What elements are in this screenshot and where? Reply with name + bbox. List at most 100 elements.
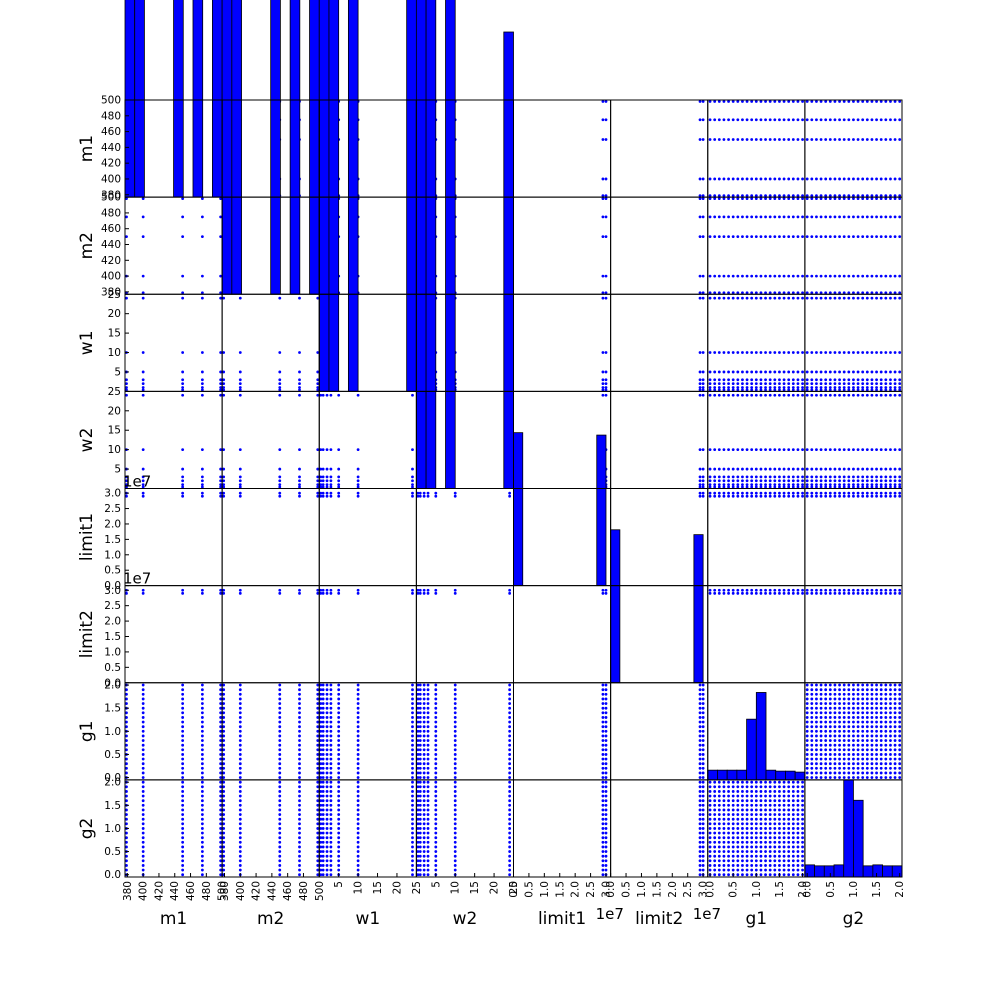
point-g2-vs-w1-3-0 [329, 873, 333, 877]
point-g2-vs-g1-5-18 [731, 790, 735, 793]
point-w1-vs-g2-3-4 [819, 370, 823, 374]
point-g1-vs-g2-9-0 [847, 776, 851, 779]
point-g1-vs-w1-2-6 [325, 748, 329, 752]
point-g1-vs-m2-3-13 [298, 716, 301, 719]
point-g2-vs-g1-20-10 [801, 827, 804, 830]
xtick-label-limit2-0: 0.0 [605, 881, 617, 898]
point-limit2-vs-g2-10-1 [852, 588, 855, 592]
ytick-label-g1-2: 1.0 [104, 726, 121, 738]
point-g1-vs-g2-2-7 [815, 743, 818, 747]
point-g1-vs-w2-2-1 [422, 771, 426, 775]
point-m2-vs-g2-8-2 [842, 235, 846, 239]
point-g1-vs-g2-12-10 [861, 729, 865, 733]
point-g2-vs-limit2-0-18 [698, 790, 702, 793]
point-w1-vs-g1-3-6 [722, 296, 726, 300]
point-g1-vs-g2-10-11 [852, 725, 855, 729]
point-g1-vs-g2-13-15 [865, 706, 869, 710]
point-m2-vs-g2-20-1 [898, 274, 902, 278]
xtick-label-limit1-3: 1.5 [554, 881, 566, 898]
point-g2-vs-g1-17-5 [787, 850, 791, 853]
point-g1-vs-limit2-0-7 [698, 743, 702, 747]
point-g1-vs-g2-17-16 [884, 702, 888, 705]
point-g1-vs-g2-1-2 [810, 766, 814, 770]
point-w1-vs-m2-3-2 [298, 382, 301, 386]
point-m1-vs-g2-0-2 [805, 138, 809, 141]
xtick-label-limit2-2: 1.0 [636, 881, 648, 898]
point-w2-vs-g2-12-6 [861, 393, 865, 397]
point-g2-vs-w2-5-17 [453, 794, 457, 798]
point-g2-vs-g1-5-20 [731, 780, 735, 784]
point-g2-vs-g1-6-13 [736, 813, 740, 816]
point-g1-vs-w1-4-1 [337, 771, 341, 775]
point-g1-vs-limit2-1-4 [701, 757, 705, 761]
panel-g2-vs-m2 [222, 779, 320, 877]
point-g1-vs-g2-2-17 [815, 697, 818, 701]
point-g1-vs-w2-1-20 [418, 683, 422, 687]
point-w2-vs-w1-1-4 [321, 467, 325, 471]
point-m2-vs-g1-4-0 [727, 291, 730, 295]
point-g2-vs-m1-0-1 [125, 868, 128, 872]
point-w2-vs-g2-15-4 [875, 467, 878, 471]
point-g1-vs-limit2-0-10 [698, 729, 702, 733]
point-m2-vs-g1-20-1 [801, 274, 804, 278]
point-g2-vs-m1-4-16 [219, 799, 223, 803]
point-m2-vs-m1-3-0 [200, 291, 204, 295]
point-g2-vs-w1-0-0 [319, 873, 323, 877]
point-g2-vs-w2-1-15 [418, 803, 422, 807]
point-g2-vs-g1-11-2 [759, 864, 763, 867]
point-g1-vs-g2-12-9 [861, 734, 865, 738]
point-g2-vs-g1-10-20 [754, 780, 758, 784]
point-g1-vs-g2-17-7 [884, 743, 888, 747]
point-w1-vs-g2-7-2 [838, 382, 841, 386]
point-g2-vs-g1-12-12 [764, 817, 767, 821]
point-g1-vs-limit2-1-2 [701, 766, 705, 770]
point-g1-vs-g2-19-19 [893, 688, 897, 692]
point-g1-vs-g2-7-8 [838, 739, 841, 742]
point-g2-vs-m2-2-16 [278, 799, 282, 803]
point-g2-vs-g1-13-18 [768, 790, 772, 793]
point-w2-vs-g1-9-3 [750, 475, 754, 479]
point-g2-vs-g1-18-10 [791, 827, 795, 830]
point-g1-vs-w1-5-2 [356, 766, 360, 770]
point-w2-vs-g1-2-5 [717, 448, 721, 452]
point-g2-vs-g1-6-15 [736, 803, 740, 807]
panel-limit2-vs-g2 [804, 585, 902, 683]
point-limit1-vs-m2-1-0 [238, 494, 242, 498]
point-g1-vs-m2-4-13 [316, 716, 320, 719]
point-w2-vs-g2-5-5 [828, 448, 832, 452]
point-g1-vs-g2-19-14 [893, 711, 897, 715]
point-g1-vs-g2-14-14 [870, 711, 874, 715]
point-g1-vs-w1-2-13 [325, 716, 329, 719]
point-g1-vs-w1-6-12 [411, 720, 414, 724]
point-w2-vs-g1-1-5 [713, 448, 717, 452]
point-g2-vs-m1-1-19 [141, 785, 145, 789]
point-limit1-vs-w1-4-0 [337, 494, 341, 498]
point-g2-vs-g1-6-5 [736, 850, 740, 853]
point-g2-vs-w2-6-13 [508, 813, 512, 816]
point-w1-vs-g2-2-2 [815, 382, 818, 386]
point-m2-vs-g1-6-4 [736, 197, 740, 201]
point-limit1-vs-m1-4-1 [219, 491, 223, 495]
point-g1-vs-w2-5-7 [453, 743, 457, 747]
point-g1-vs-w1-5-20 [356, 683, 360, 687]
panel-g1-vs-limit2 [610, 682, 708, 780]
point-w2-vs-g2-1-5 [810, 448, 814, 452]
point-g1-vs-w1-3-6 [329, 748, 333, 752]
point-limit1-vs-w1-4-1 [337, 491, 341, 495]
point-m2-vs-g1-14-4 [773, 197, 777, 201]
point-g1-vs-g2-4-20 [824, 683, 828, 687]
point-limit1-vs-m1-4-0 [219, 494, 223, 498]
point-g2-vs-w2-3-16 [426, 799, 430, 803]
point-g2-vs-g1-9-11 [750, 822, 754, 826]
point-w2-vs-w1-2-4 [325, 467, 329, 471]
point-m1-vs-g2-19-4 [893, 100, 897, 103]
point-g1-vs-g2-17-3 [884, 762, 888, 766]
point-g1-vs-m1-3-5 [200, 753, 204, 756]
point-m1-vs-g1-0-2 [708, 138, 712, 141]
point-w2-vs-g2-20-1 [898, 483, 902, 487]
point-w1-vs-g1-5-3 [731, 378, 735, 382]
point-g2-vs-g1-6-20 [736, 780, 740, 784]
point-m2-vs-g1-12-3 [764, 215, 767, 219]
point-g2-vs-w1-5-11 [356, 822, 360, 826]
point-m2-vs-m1-2-4 [181, 197, 185, 201]
